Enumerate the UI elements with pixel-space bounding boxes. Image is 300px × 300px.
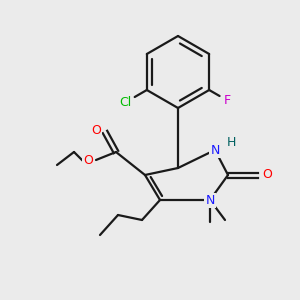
Text: N: N: [210, 143, 220, 157]
Text: F: F: [224, 94, 231, 107]
Text: Cl: Cl: [119, 96, 131, 109]
Text: O: O: [83, 154, 93, 166]
Text: O: O: [91, 124, 101, 136]
Text: H: H: [226, 136, 236, 148]
Text: O: O: [262, 169, 272, 182]
Text: N: N: [205, 194, 215, 206]
